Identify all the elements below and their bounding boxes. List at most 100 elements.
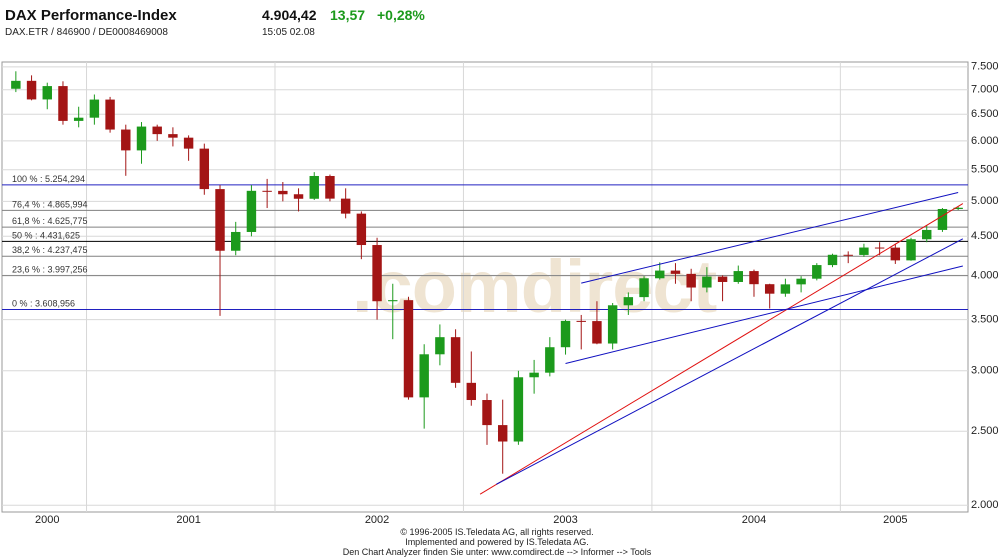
candle-body	[58, 86, 68, 121]
candle-body	[874, 247, 885, 249]
candle-body	[749, 271, 759, 285]
candle-body	[42, 86, 52, 100]
candle-body	[513, 377, 524, 442]
candle-body	[655, 270, 665, 279]
level-label: 23,6 % : 3.997,256	[12, 265, 88, 275]
candle-body	[545, 347, 555, 373]
candle-body	[812, 265, 822, 279]
title: DAX Performance-Index	[5, 7, 177, 24]
candle-body	[843, 254, 853, 256]
candle-body	[497, 425, 508, 442]
trend-line	[581, 192, 959, 284]
candle-body	[136, 126, 147, 151]
candle-body	[26, 80, 37, 100]
x-tick-label: 2003	[553, 514, 577, 526]
trend-line	[496, 238, 964, 485]
candle-body	[121, 129, 131, 151]
level-label: 50 % : 4.431,625	[12, 230, 80, 240]
candle-body	[199, 148, 210, 190]
candle-body	[262, 190, 272, 192]
y-tick-label: 6.500	[971, 108, 999, 120]
candle-body	[576, 320, 586, 322]
level-label: 61,8 % : 4.625,775	[12, 216, 88, 226]
candle-body	[309, 175, 319, 199]
x-tick-label: 2001	[176, 514, 200, 526]
trend-line	[479, 203, 964, 495]
candle-body	[388, 300, 398, 302]
candle-body	[419, 354, 429, 398]
footer-line: Den Chart Analyzer finden Sie unter: www…	[343, 547, 652, 557]
level-label: 76,4 % : 4.865,994	[12, 199, 88, 209]
y-tick-label: 3.000	[971, 365, 999, 377]
plot-frame	[1, 61, 969, 513]
y-tick-label: 2.500	[971, 425, 999, 437]
candle-body	[529, 372, 539, 378]
candle-body	[764, 284, 775, 294]
candle-body	[466, 382, 477, 401]
candle-body	[168, 134, 178, 138]
candle-body	[607, 305, 618, 344]
candle-body	[859, 247, 869, 255]
candle-body	[702, 276, 712, 288]
candle-body	[325, 175, 335, 199]
change-pct: +0,28%	[377, 7, 425, 23]
y-tick-label: 7.500	[971, 61, 999, 73]
y-tick-label: 3.500	[971, 314, 999, 326]
candle-body	[450, 337, 461, 383]
candle-body	[105, 99, 115, 130]
level-label: 38,2 % : 4.237,475	[12, 245, 88, 255]
price: 4.904,42	[262, 7, 317, 23]
candle-body	[670, 270, 681, 274]
candle-body	[215, 189, 225, 251]
x-tick-label: 2004	[742, 514, 766, 526]
candle-body	[11, 80, 21, 89]
candle-body	[183, 137, 194, 149]
candle-body	[639, 278, 649, 298]
candle-body	[340, 198, 351, 214]
candle-body	[293, 194, 304, 199]
candle-body	[592, 321, 602, 344]
level-label: 100 % : 5.254,294	[12, 174, 85, 184]
candle-body	[717, 276, 728, 282]
y-tick-label: 6.000	[971, 135, 999, 147]
candle-body	[686, 273, 696, 288]
candle-body	[435, 337, 445, 355]
y-tick-label: 4.000	[971, 269, 999, 281]
candle-body	[733, 271, 743, 282]
y-tick-label: 4.500	[971, 230, 999, 242]
footer-line: © 1996-2005 IS.Teledata AG, all rights r…	[400, 527, 593, 537]
candle-body	[953, 207, 963, 209]
candle-body	[780, 284, 791, 294]
candle-body	[372, 245, 382, 302]
candle-body	[482, 400, 492, 426]
x-tick-label: 2000	[35, 514, 59, 526]
candle-body	[278, 190, 288, 195]
candle-body	[796, 278, 806, 285]
candle-body	[906, 239, 916, 261]
candle-body	[937, 208, 948, 230]
subtitle: DAX.ETR / 846900 / DE0008469008	[5, 27, 168, 38]
candle-body	[827, 254, 838, 266]
candle-body	[356, 213, 367, 246]
x-tick-label: 2002	[365, 514, 389, 526]
x-tick-label: 2005	[883, 514, 907, 526]
candle-body	[890, 247, 901, 261]
change: 13,57	[330, 7, 365, 23]
candle-body	[403, 300, 414, 398]
candle-body	[922, 229, 932, 240]
candle-body	[623, 297, 634, 306]
y-tick-label: 2.000	[971, 499, 999, 511]
footer-line: Implemented and powered by IS.Teledata A…	[405, 537, 589, 547]
level-label: 0 % : 3.608,956	[12, 298, 75, 308]
candle-body	[231, 231, 241, 251]
candle-body	[560, 320, 571, 348]
candle-body	[73, 117, 84, 121]
y-tick-label: 7.000	[971, 84, 999, 96]
candle-body	[246, 190, 257, 232]
time: 15:05 02.08	[262, 27, 315, 38]
y-tick-label: 5.500	[971, 164, 999, 176]
candle-body	[89, 99, 100, 118]
candle-body	[152, 126, 162, 135]
y-tick-label: 5.000	[971, 195, 999, 207]
